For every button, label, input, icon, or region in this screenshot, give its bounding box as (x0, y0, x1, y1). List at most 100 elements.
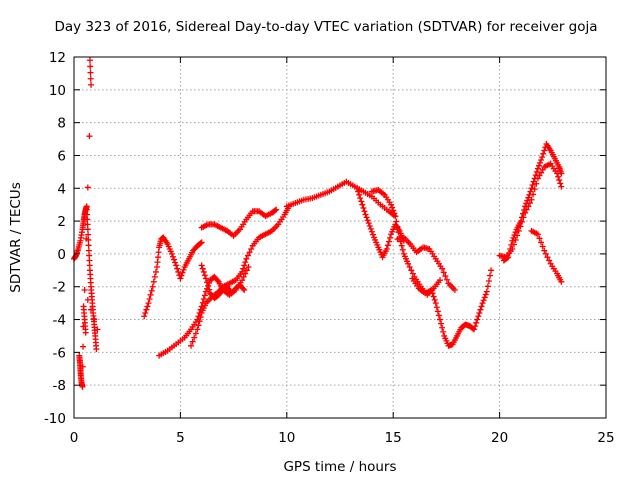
series-early-low (76, 303, 89, 390)
data-point (536, 235, 543, 242)
data-point (398, 242, 405, 249)
data-point (558, 278, 565, 285)
data-point (239, 277, 246, 284)
data-point (363, 214, 370, 221)
data-point (359, 201, 366, 208)
data-point (171, 256, 178, 263)
data-point (145, 300, 152, 307)
data-point (200, 296, 207, 303)
data-point (196, 318, 203, 325)
data-point (434, 308, 441, 315)
data-point (522, 209, 529, 216)
data-point (91, 316, 98, 323)
data-point (405, 260, 412, 267)
data-point (539, 243, 546, 250)
data-point (214, 277, 221, 284)
data-point (204, 279, 210, 286)
data-point (538, 156, 545, 163)
data-point (487, 272, 494, 279)
data-point (205, 282, 212, 289)
data-point (535, 162, 542, 169)
series-early-outliers (81, 57, 101, 333)
data-point (358, 198, 365, 205)
data-point (518, 218, 525, 225)
data-point (174, 265, 181, 272)
data-point (87, 63, 94, 70)
data-point (393, 218, 400, 225)
x-tick-label: 25 (597, 430, 614, 446)
data-point (477, 306, 484, 313)
data-point (539, 154, 546, 161)
data-point (483, 288, 490, 295)
y-axis-label: SDTVAR / TECUs (8, 182, 24, 292)
data-point (188, 342, 195, 349)
data-point (83, 235, 90, 242)
data-point (197, 314, 204, 321)
data-point (546, 257, 553, 264)
data-point (194, 326, 201, 333)
data-point (248, 245, 255, 252)
data-point (442, 273, 449, 280)
series-arc-e (198, 262, 248, 302)
data-point (484, 283, 491, 290)
data-point (512, 236, 519, 243)
series-arc-d (198, 206, 280, 239)
data-point (523, 206, 530, 213)
data-point (533, 168, 540, 175)
data-point (389, 204, 396, 211)
data-point (82, 329, 89, 336)
y-tick-label: -6 (53, 345, 66, 361)
data-point (177, 275, 184, 282)
data-point (81, 287, 88, 294)
data-point (79, 363, 86, 370)
data-point (479, 300, 486, 307)
data-point (540, 150, 547, 157)
data-point (356, 191, 363, 198)
y-tick-label: 4 (57, 181, 66, 197)
data-point (534, 165, 541, 172)
data-point (537, 159, 544, 166)
data-point (244, 252, 251, 259)
data-point (476, 309, 483, 316)
data-point (84, 184, 91, 191)
data-point (451, 287, 458, 294)
data-point (147, 291, 154, 298)
data-point (94, 326, 101, 333)
y-tick-label: 6 (57, 148, 66, 164)
data-point (93, 346, 100, 353)
axis-ticks: 0 5 10 15 20 25 -10 -8 -6 -4 -2 0 2 4 6 8 10 12 (44, 50, 615, 446)
data-point (528, 185, 535, 192)
data-point (517, 223, 524, 230)
data-point (240, 273, 247, 280)
data-point (443, 276, 450, 283)
data-point (433, 304, 440, 311)
data-point (79, 383, 86, 390)
data-point (440, 269, 447, 276)
data-point (201, 292, 208, 299)
data-point (512, 229, 519, 236)
data-point (480, 297, 487, 304)
data-point (528, 196, 535, 203)
data-point (437, 316, 444, 323)
data-point (544, 254, 551, 261)
data-point (86, 57, 93, 64)
data-point (364, 217, 371, 224)
data-point (150, 278, 157, 285)
data-point (399, 246, 406, 253)
data-point (391, 210, 398, 217)
data-point (520, 214, 527, 221)
data-point (408, 267, 415, 274)
data-point (243, 267, 250, 274)
data-point (533, 180, 540, 187)
data-point (192, 330, 199, 337)
x-tick-label: 10 (278, 430, 295, 446)
data-point (473, 319, 480, 326)
data-point (172, 259, 179, 266)
data-point (541, 147, 548, 154)
data-point (243, 255, 250, 262)
data-point (475, 313, 482, 320)
data-point (510, 241, 517, 248)
data-point (474, 316, 481, 323)
data-point (361, 208, 368, 215)
x-tick-label: 5 (176, 430, 185, 446)
